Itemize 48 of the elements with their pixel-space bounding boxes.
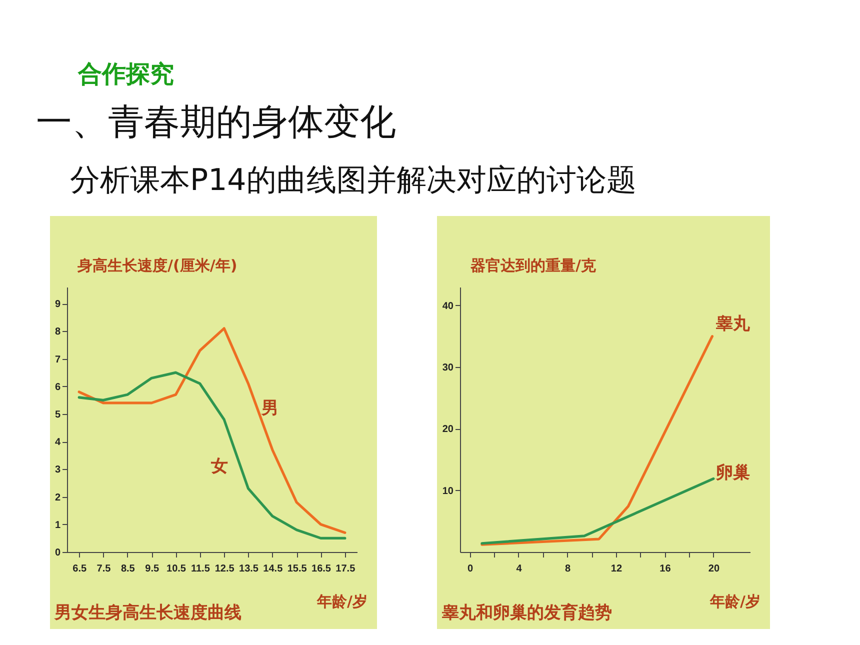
x-tick-label: 8.5	[120, 564, 136, 574]
y-tick-label: 4	[54, 437, 61, 448]
x-axis-title: 年龄/岁	[709, 592, 760, 610]
x-tick-label: 14.5	[263, 564, 284, 574]
y-tick-label: 1	[54, 520, 61, 531]
y-tick-label: 9	[54, 299, 61, 310]
x-tick-label: 0	[467, 564, 474, 574]
y-tick-label: 0	[54, 548, 61, 558]
x-tick-label: 13.5	[239, 564, 259, 574]
y-tick-label: 7	[54, 354, 61, 366]
y-axis-title: 身高生长速度/(厘米/年)	[76, 256, 238, 274]
x-tick-label: 12.5	[214, 564, 235, 574]
x-tick-label: 4	[516, 564, 522, 574]
y-tick-label: 6	[54, 382, 61, 393]
x-tick-label: 11.5	[190, 564, 210, 574]
x-tick-label: 9.5	[145, 564, 160, 574]
line-series	[78, 327, 346, 534]
y-tick-label: 10	[442, 486, 454, 497]
x-tick-label: 7.5	[96, 564, 112, 574]
series-label: 女	[210, 456, 228, 476]
x-tick-label: 16.5	[312, 564, 332, 574]
text: 一、青春期的身体变化	[36, 101, 396, 145]
y-tick-label: 2	[54, 492, 61, 504]
x-tick-label: 20	[708, 564, 720, 574]
x-tick-label: 6.5	[72, 564, 87, 574]
x-tick-label: 8	[564, 564, 571, 574]
text: 睾丸和卵巢的发育趋势	[440, 602, 612, 623]
x-tick-label: 16	[660, 564, 672, 574]
x-axis-title: 年龄/岁	[316, 592, 368, 610]
line-series	[78, 371, 346, 540]
series-label: 睾丸	[714, 314, 750, 334]
series-label: 男	[260, 398, 278, 418]
line-series	[480, 335, 714, 546]
y-tick-label: 5	[54, 409, 61, 420]
y-tick-label: 3	[54, 464, 61, 476]
y-tick-label: 8	[54, 326, 61, 338]
y-tick-label: 30	[442, 362, 454, 374]
text: 合作探究	[78, 59, 174, 90]
y-tick-label: 20	[442, 424, 454, 436]
series-label: 卵巢	[714, 463, 750, 484]
text: 分析课本P14的曲线图并解决对应的讨论题	[70, 162, 636, 200]
x-tick-label: 15.5	[287, 564, 308, 574]
x-tick-label: 10.5	[166, 564, 186, 574]
y-axis-title: 器官达到的重量/克	[470, 256, 597, 274]
y-tick-label: 40	[442, 300, 454, 312]
x-tick-label: 17.5	[336, 564, 356, 574]
text: 男女生身高生长速度曲线	[53, 603, 242, 623]
x-tick-label: 12	[610, 564, 622, 574]
